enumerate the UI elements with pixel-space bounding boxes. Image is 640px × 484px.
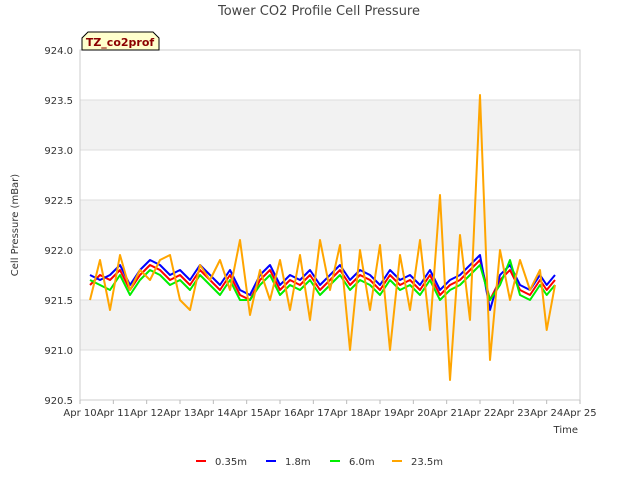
plot-background-bands bbox=[80, 50, 580, 400]
y-tick-label: 923.5 bbox=[44, 96, 73, 107]
x-tick-label: Apr 13 bbox=[163, 408, 196, 419]
y-tick-label: 922.0 bbox=[44, 246, 73, 257]
plot-band bbox=[80, 100, 580, 150]
plot-band bbox=[80, 50, 580, 100]
x-tick-label: Apr 19 bbox=[363, 408, 396, 419]
series-line-23.5m bbox=[89, 94, 556, 381]
x-tick-label: Apr 11 bbox=[97, 408, 130, 419]
y-tick-label: 921.5 bbox=[44, 296, 73, 307]
plot-band bbox=[80, 300, 580, 350]
y-tick-label: 924.0 bbox=[44, 46, 73, 57]
series-line-1.8m bbox=[89, 254, 556, 311]
x-tick-label: Apr 21 bbox=[430, 408, 463, 419]
x-tick-label: Apr 22 bbox=[463, 408, 496, 419]
legend: 0.35m 1.8m 6.0m 23.5m bbox=[196, 457, 443, 468]
site-tag-label: TZ_co2prof bbox=[86, 36, 155, 49]
plot-band bbox=[80, 350, 580, 400]
x-tick-label: Apr 24 bbox=[530, 408, 563, 419]
x-tick-label: Apr 10 bbox=[63, 408, 96, 419]
chart-title: Tower CO2 Profile Cell Pressure bbox=[217, 4, 420, 19]
x-tick-label: Apr 17 bbox=[297, 408, 330, 419]
legend-label: 23.5m bbox=[411, 457, 443, 468]
x-tick-label: Apr 18 bbox=[330, 408, 363, 419]
x-axis-label: Time bbox=[553, 425, 578, 436]
x-tick-label: Apr 12 bbox=[130, 408, 163, 419]
x-tick-label: Apr 16 bbox=[263, 408, 296, 419]
y-axis-label: Cell Pressure (mBar) bbox=[10, 174, 21, 276]
x-tick-label: Apr 20 bbox=[397, 408, 430, 419]
x-axis-ticks: Apr 10 Apr 11 Apr 12 Apr 13 Apr 14 Apr 15 Apr … bbox=[63, 400, 597, 419]
plot-frame bbox=[79, 49, 581, 401]
x-tick-label: Apr 14 bbox=[197, 408, 230, 419]
series-lines bbox=[89, 94, 556, 381]
legend-label: 6.0m bbox=[349, 457, 375, 468]
legend-label: 0.35m bbox=[215, 457, 247, 468]
y-axis-ticks: 920.5 921.0 921.5 922.0 922.5 923.0 923.5 924.0 bbox=[44, 46, 73, 407]
y-tick-label: 922.5 bbox=[44, 196, 73, 207]
y-tick-label: 920.5 bbox=[44, 396, 73, 407]
y-tick-label: 921.0 bbox=[44, 346, 73, 357]
plot-band bbox=[80, 200, 580, 250]
x-tick-label: Apr 15 bbox=[230, 408, 263, 419]
site-tag: TZ_co2prof bbox=[81, 31, 160, 51]
series-line-6.0m bbox=[89, 259, 556, 301]
legend-label: 1.8m bbox=[285, 457, 311, 468]
y-tick-label: 923.0 bbox=[44, 146, 73, 157]
x-tick-label: Apr 25 bbox=[563, 408, 596, 419]
plot-band bbox=[80, 150, 580, 200]
x-tick-label: Apr 23 bbox=[497, 408, 530, 419]
site-tag-box bbox=[81, 31, 160, 51]
